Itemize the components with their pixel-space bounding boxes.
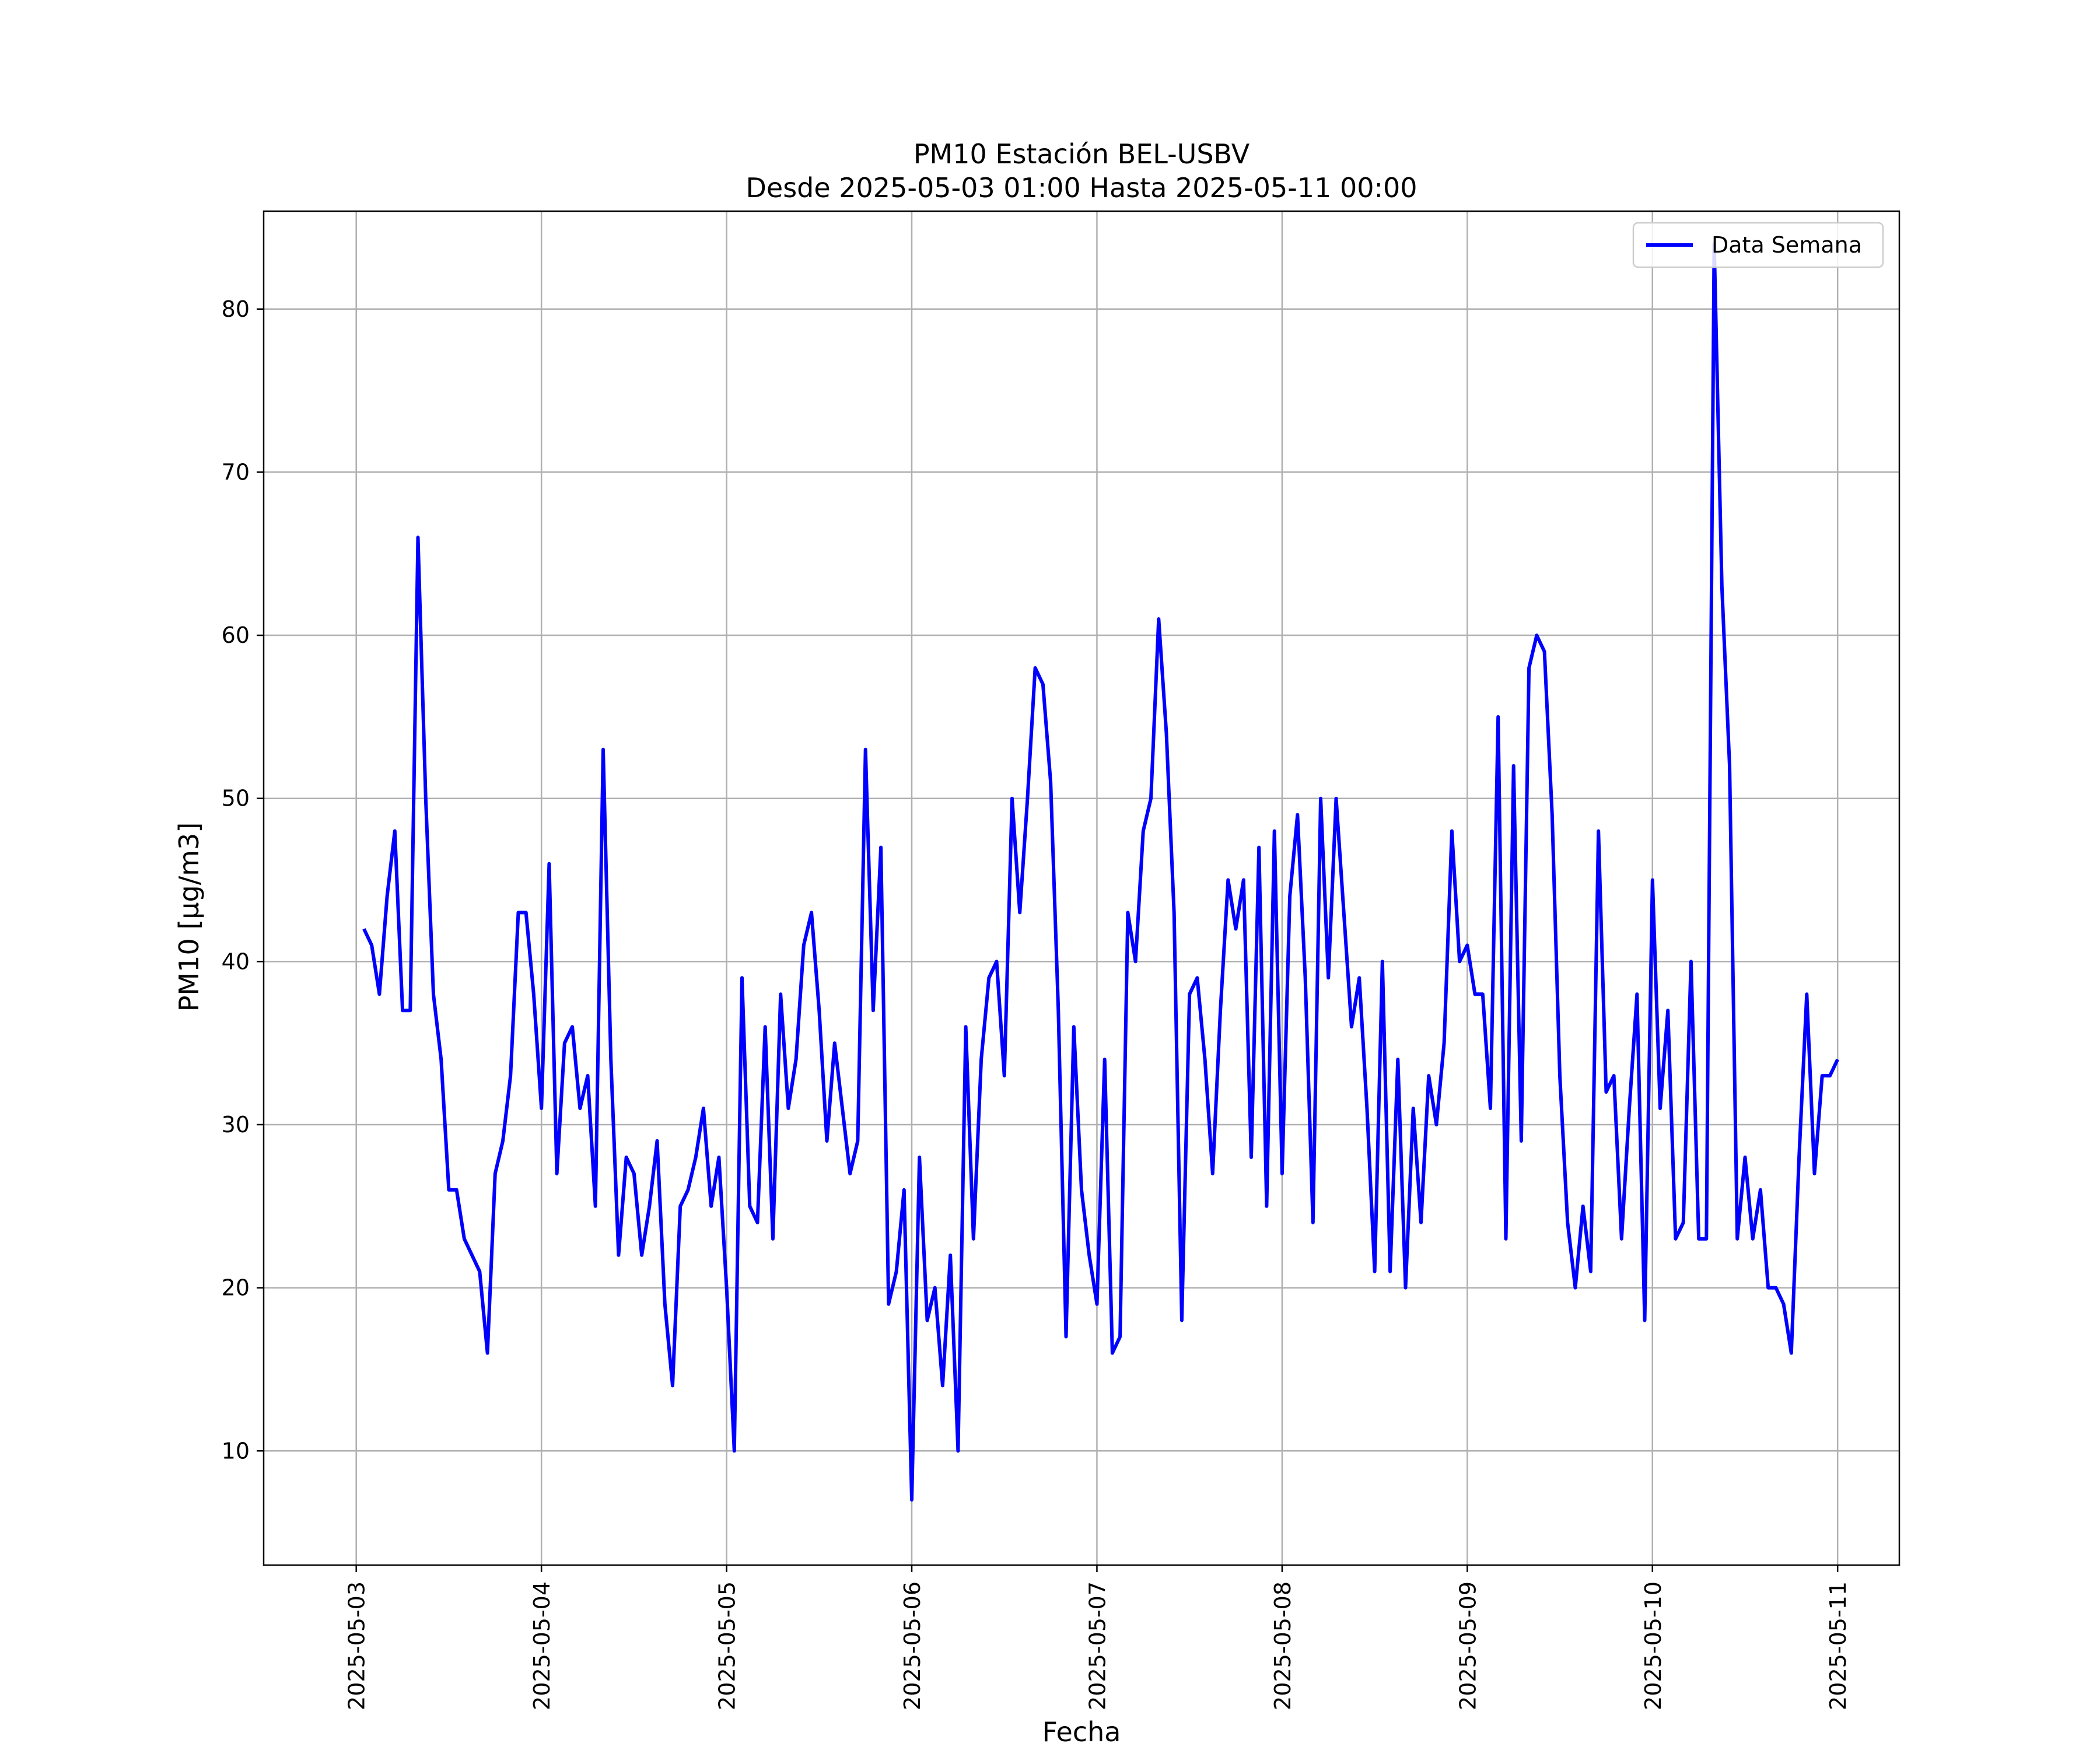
y-tick-label: 30: [222, 1112, 250, 1138]
y-tick-label: 40: [222, 949, 250, 974]
x-tick-label: 2025-05-09: [1455, 1581, 1480, 1710]
y-tick-label: 20: [222, 1275, 250, 1301]
y-tick-label: 60: [222, 622, 250, 648]
x-tick-label: 2025-05-05: [715, 1581, 740, 1710]
y-axis-label: PM10 [µg/m3]: [173, 822, 205, 1012]
plot-frame: [262, 210, 1901, 1566]
x-tick-label: 2025-05-10: [1640, 1581, 1666, 1710]
legend: Data Semana: [1632, 222, 1884, 268]
x-tick-label: 2025-05-06: [900, 1581, 925, 1710]
chart-subtitle: Desde 2025-05-03 01:00 Hasta 2025-05-11 …: [746, 172, 1417, 204]
y-tick-label: 10: [222, 1438, 250, 1464]
grid: [264, 211, 1899, 1565]
axis-ticks: 2025-05-03 2025-05-04 2025-05-05 2025-05-06…: [222, 296, 1852, 1710]
y-tick-label: 80: [222, 296, 250, 322]
legend-frame: [1632, 222, 1884, 268]
legend-label-data-semana: Data Semana: [1712, 232, 1862, 258]
x-tick-label: 2025-05-07: [1084, 1581, 1110, 1710]
x-tick-label: 2025-05-11: [1825, 1581, 1851, 1710]
x-axis-label: Fecha: [1042, 1716, 1121, 1748]
series-line-data-semana: [362, 242, 1839, 1502]
x-tick-label: 2025-05-04: [529, 1581, 555, 1710]
x-tick-label: 2025-05-03: [344, 1581, 370, 1710]
y-tick-label: 50: [222, 786, 250, 811]
x-tick-label: 2025-05-08: [1270, 1581, 1296, 1710]
y-tick-label: 70: [222, 459, 250, 485]
chart-title: PM10 Estación BEL-USBV: [914, 138, 1250, 170]
